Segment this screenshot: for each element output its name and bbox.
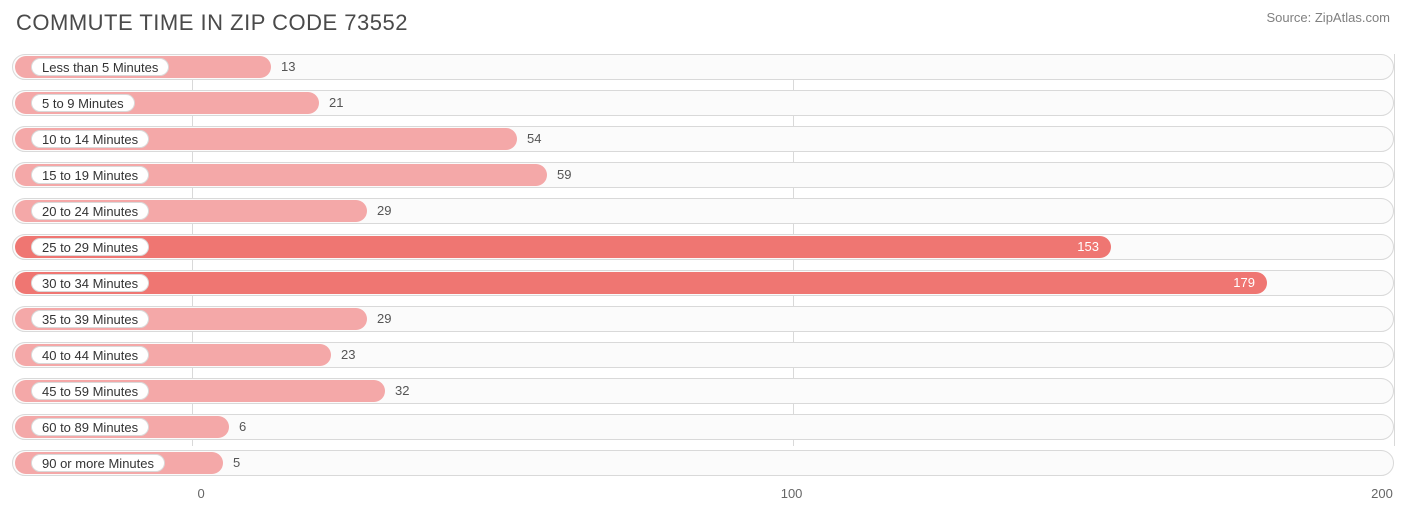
bar-row: 10 to 14 Minutes 54 <box>12 126 1394 152</box>
value-label: 5 <box>233 451 240 475</box>
bar <box>15 272 1267 294</box>
x-tick: 200 <box>1371 486 1393 501</box>
category-label: Less than 5 Minutes <box>31 58 169 76</box>
category-label: 10 to 14 Minutes <box>31 130 149 148</box>
value-label: 153 <box>1077 235 1099 259</box>
bar-row: 20 to 24 Minutes 29 <box>12 198 1394 224</box>
value-label: 29 <box>377 307 391 331</box>
bar-row: 15 to 19 Minutes 59 <box>12 162 1394 188</box>
chart-area: Less than 5 Minutes 13 5 to 9 Minutes 21 10 … <box>12 54 1394 516</box>
category-label: 60 to 89 Minutes <box>31 418 149 436</box>
bar <box>15 236 1111 258</box>
value-label: 59 <box>557 163 571 187</box>
bar-row: 30 to 34 Minutes 179 <box>12 270 1394 296</box>
bar-row: Less than 5 Minutes 13 <box>12 54 1394 80</box>
chart-title: COMMUTE TIME IN ZIP CODE 73552 <box>16 10 408 36</box>
value-label: 54 <box>527 127 541 151</box>
x-tick: 0 <box>198 486 205 501</box>
bar-row: 45 to 59 Minutes 32 <box>12 378 1394 404</box>
chart-plot: Less than 5 Minutes 13 5 to 9 Minutes 21 10 … <box>12 54 1394 476</box>
chart-header: COMMUTE TIME IN ZIP CODE 73552 Source: Z… <box>0 0 1406 36</box>
value-label: 29 <box>377 199 391 223</box>
category-label: 90 or more Minutes <box>31 454 165 472</box>
value-label: 23 <box>341 343 355 367</box>
x-axis: 0100200 <box>24 486 1382 516</box>
value-label: 179 <box>1233 271 1255 295</box>
value-label: 21 <box>329 91 343 115</box>
bar-row: 40 to 44 Minutes 23 <box>12 342 1394 368</box>
category-label: 30 to 34 Minutes <box>31 274 149 292</box>
bar-row: 25 to 29 Minutes 153 <box>12 234 1394 260</box>
bar-row: 35 to 39 Minutes 29 <box>12 306 1394 332</box>
x-tick: 100 <box>781 486 803 501</box>
bar-row: 90 or more Minutes 5 <box>12 450 1394 476</box>
chart-source: Source: ZipAtlas.com <box>1266 10 1390 25</box>
value-label: 32 <box>395 379 409 403</box>
category-label: 5 to 9 Minutes <box>31 94 135 112</box>
category-label: 40 to 44 Minutes <box>31 346 149 364</box>
grid-line <box>1394 54 1395 446</box>
bar-row: 60 to 89 Minutes 6 <box>12 414 1394 440</box>
category-label: 25 to 29 Minutes <box>31 238 149 256</box>
category-label: 45 to 59 Minutes <box>31 382 149 400</box>
category-label: 15 to 19 Minutes <box>31 166 149 184</box>
bar-row: 5 to 9 Minutes 21 <box>12 90 1394 116</box>
value-label: 13 <box>281 55 295 79</box>
category-label: 20 to 24 Minutes <box>31 202 149 220</box>
category-label: 35 to 39 Minutes <box>31 310 149 328</box>
value-label: 6 <box>239 415 246 439</box>
